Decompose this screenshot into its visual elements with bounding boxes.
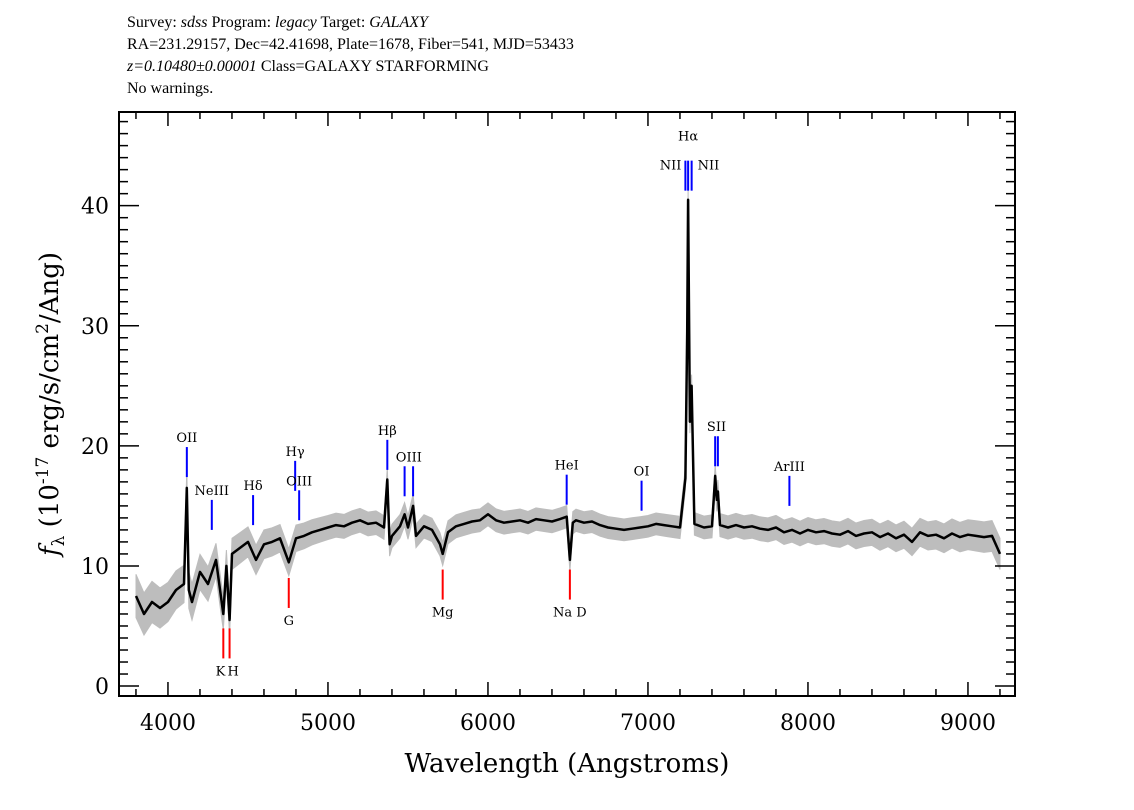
line-label: ArIII bbox=[773, 460, 805, 475]
line-label: Mg bbox=[432, 606, 454, 621]
line-label: OI bbox=[634, 465, 650, 480]
x-tick-label: 7000 bbox=[620, 711, 676, 736]
program-value: legacy bbox=[275, 14, 317, 31]
target-value: GALAXY bbox=[369, 14, 428, 31]
y-tick-label: 40 bbox=[81, 195, 109, 220]
line-label: OII bbox=[176, 431, 197, 446]
y-tick-label: 20 bbox=[81, 435, 109, 460]
line-label: Hγ bbox=[286, 445, 305, 460]
x-tick-label: 9000 bbox=[940, 711, 996, 736]
uncertainty-band-group bbox=[135, 188, 1001, 637]
y-axis-label: fλ (10-17 erg/s/cm2/Ang) bbox=[33, 252, 69, 558]
line-label: G bbox=[284, 614, 294, 629]
line-label: H bbox=[228, 664, 239, 679]
line-label: SII bbox=[707, 420, 726, 435]
x-tick-label: 5000 bbox=[300, 711, 356, 736]
class-value: Class=GALAXY STARFORMING bbox=[260, 58, 489, 75]
x-tick-label: 8000 bbox=[780, 711, 836, 736]
spectrum-line bbox=[134, 198, 1002, 622]
y-tick-label: 30 bbox=[81, 315, 109, 340]
header-line-redshift: z=0.10480±0.00001 Class=GALAXY STARFORMI… bbox=[127, 56, 574, 78]
line-label: NII bbox=[698, 159, 720, 174]
x-axis-label: Wavelength (Angstroms) bbox=[405, 749, 730, 779]
line-label: K bbox=[216, 664, 226, 679]
survey-label: Survey: bbox=[127, 14, 177, 31]
line-label: Hβ bbox=[378, 424, 397, 439]
axes-group: 4000 5000 6000 7000 8000 9000 0 10 20 30 40 bbox=[81, 112, 1015, 736]
y-tick-label: 10 bbox=[81, 555, 109, 580]
spectrum-group bbox=[134, 198, 1002, 622]
header-line-warnings: No warnings. bbox=[127, 80, 214, 97]
line-label: Hδ bbox=[243, 479, 262, 494]
redshift-value: z=0.10480±0.00001 bbox=[127, 58, 257, 75]
line-label: OIII bbox=[396, 450, 422, 465]
line-label: Hα bbox=[678, 130, 698, 145]
x-tick-label: 4000 bbox=[140, 711, 196, 736]
line-label: NII bbox=[660, 159, 682, 174]
line-label: OIII bbox=[286, 474, 312, 489]
header-line-survey: Survey: sdss Program: legacy Target: GAL… bbox=[127, 12, 574, 34]
x-tick-label: 6000 bbox=[460, 711, 516, 736]
line-label: HeI bbox=[555, 459, 579, 474]
y-tick-label: 0 bbox=[95, 675, 109, 700]
line-label: Na D bbox=[553, 606, 587, 621]
survey-value: sdss bbox=[180, 14, 208, 31]
plot-frame bbox=[118, 111, 1016, 697]
program-label: Program: bbox=[211, 14, 272, 31]
uncertainty-band bbox=[135, 188, 1001, 637]
spectrum-header: Survey: sdss Program: legacy Target: GAL… bbox=[127, 12, 574, 100]
line-label: NeIII bbox=[195, 484, 229, 499]
target-label: Target: bbox=[320, 14, 366, 31]
header-line-coordinates: RA=231.29157, Dec=42.41698, Plate=1678, … bbox=[127, 36, 574, 53]
